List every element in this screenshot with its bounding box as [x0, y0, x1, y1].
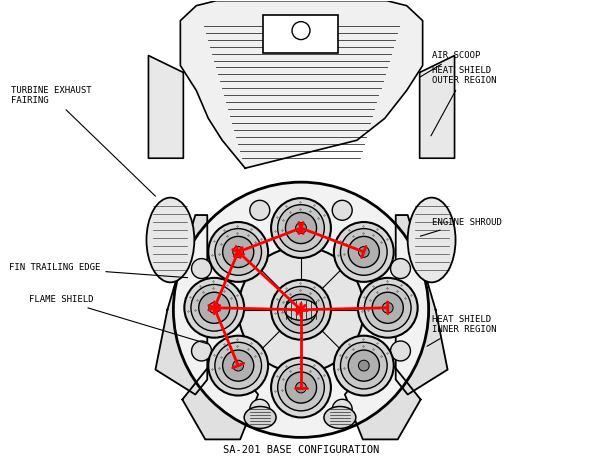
Circle shape	[209, 302, 219, 313]
Circle shape	[233, 360, 244, 371]
Circle shape	[285, 372, 317, 403]
Text: FIN TRAILING EDGE: FIN TRAILING EDGE	[9, 263, 188, 278]
Circle shape	[192, 341, 212, 361]
Circle shape	[233, 247, 244, 257]
Circle shape	[372, 292, 403, 323]
Circle shape	[364, 285, 411, 331]
Polygon shape	[148, 56, 183, 158]
Circle shape	[192, 259, 212, 278]
Polygon shape	[420, 56, 455, 158]
Circle shape	[271, 358, 331, 417]
Circle shape	[238, 247, 364, 373]
Circle shape	[358, 360, 369, 371]
Circle shape	[285, 294, 317, 325]
Circle shape	[215, 228, 262, 275]
Circle shape	[215, 342, 262, 389]
Circle shape	[295, 382, 306, 393]
Circle shape	[185, 278, 244, 338]
Circle shape	[334, 222, 394, 282]
Circle shape	[174, 182, 429, 438]
Circle shape	[332, 200, 352, 220]
Circle shape	[208, 336, 268, 395]
Ellipse shape	[285, 300, 317, 320]
Bar	[263, 15, 338, 52]
Ellipse shape	[244, 407, 276, 428]
Polygon shape	[156, 215, 207, 395]
Text: FLAME SHIELD: FLAME SHIELD	[29, 295, 207, 344]
Ellipse shape	[408, 197, 455, 282]
Circle shape	[271, 280, 331, 340]
Polygon shape	[180, 0, 423, 168]
Circle shape	[295, 304, 306, 315]
Circle shape	[199, 292, 230, 323]
Polygon shape	[345, 350, 421, 439]
Circle shape	[295, 223, 306, 234]
Circle shape	[358, 247, 369, 257]
Circle shape	[208, 222, 268, 282]
Text: SA-201 BASE CONFIGURATION: SA-201 BASE CONFIGURATION	[223, 446, 380, 455]
Circle shape	[358, 278, 418, 338]
Circle shape	[285, 212, 317, 243]
Circle shape	[277, 286, 324, 333]
Circle shape	[223, 236, 254, 268]
Ellipse shape	[147, 197, 194, 282]
Circle shape	[277, 364, 324, 411]
Text: TURBINE EXHAUST
FAIRING: TURBINE EXHAUST FAIRING	[11, 86, 156, 196]
Circle shape	[250, 200, 270, 220]
Circle shape	[382, 302, 393, 313]
Text: ENGINE SHROUD: ENGINE SHROUD	[420, 218, 502, 236]
Circle shape	[332, 399, 352, 419]
Circle shape	[271, 198, 331, 258]
Circle shape	[250, 399, 270, 419]
Circle shape	[277, 205, 324, 251]
Circle shape	[341, 228, 387, 275]
Circle shape	[341, 342, 387, 389]
Circle shape	[334, 336, 394, 395]
Circle shape	[191, 285, 238, 331]
Ellipse shape	[324, 407, 356, 428]
Text: AIR SCOOP: AIR SCOOP	[420, 51, 480, 77]
Circle shape	[391, 341, 411, 361]
Circle shape	[223, 350, 254, 381]
Circle shape	[349, 350, 379, 381]
Circle shape	[391, 259, 411, 278]
Circle shape	[349, 236, 379, 268]
Polygon shape	[182, 350, 258, 439]
Polygon shape	[396, 215, 447, 395]
Text: HEAT SHIELD
OUTER REGION: HEAT SHIELD OUTER REGION	[431, 66, 496, 136]
Text: HEAT SHIELD
INNER REGION: HEAT SHIELD INNER REGION	[427, 315, 496, 346]
